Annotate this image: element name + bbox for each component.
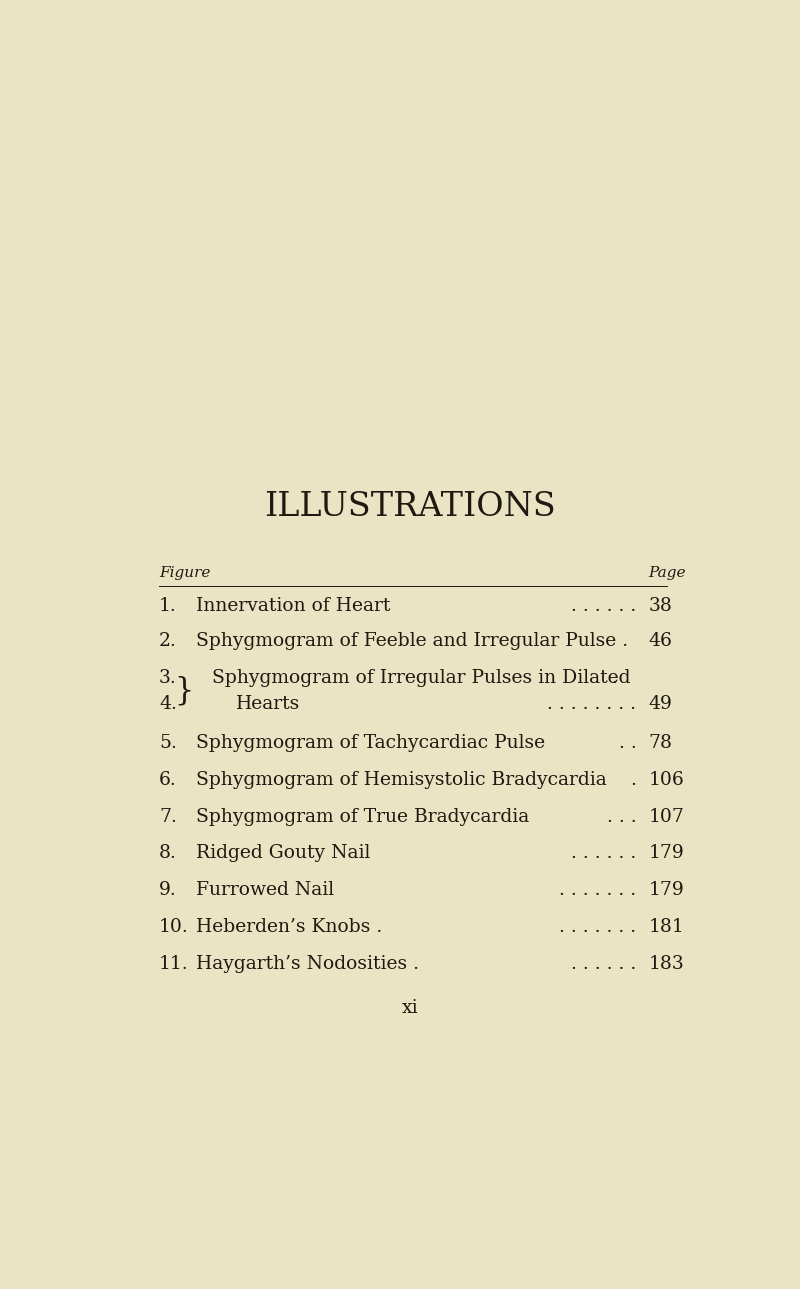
Text: 3.: 3. [159,669,177,687]
Text: . . . . . .: . . . . . . [571,955,636,973]
Text: 78: 78 [649,735,673,753]
Text: Ridged Gouty Nail: Ridged Gouty Nail [196,844,370,862]
Text: . . . . . .: . . . . . . [571,597,636,615]
Text: 8.: 8. [159,844,177,862]
Text: 179: 179 [649,882,685,900]
Text: . .: . . [618,735,636,753]
Text: Sphygmogram of Hemisystolic Bradycardia: Sphygmogram of Hemisystolic Bradycardia [196,771,607,789]
Text: 181: 181 [649,918,685,936]
Text: 46: 46 [649,632,673,650]
Text: . . . . . .: . . . . . . [571,844,636,862]
Text: Sphygmogram of Tachycardiac Pulse: Sphygmogram of Tachycardiac Pulse [196,735,546,753]
Text: Sphygmogram of True Bradycardia: Sphygmogram of True Bradycardia [196,808,530,826]
Text: . . .: . . . [606,808,636,826]
Text: 10.: 10. [159,918,189,936]
Text: 4.: 4. [159,695,177,713]
Text: 49: 49 [649,695,673,713]
Text: Sphygmogram of Irregular Pulses in Dilated: Sphygmogram of Irregular Pulses in Dilat… [211,669,630,687]
Text: Sphygmogram of Feeble and Irregular Pulse .: Sphygmogram of Feeble and Irregular Puls… [196,632,628,650]
Text: 7.: 7. [159,808,177,826]
Text: xi: xi [402,999,418,1017]
Text: 38: 38 [649,597,673,615]
Text: Furrowed Nail: Furrowed Nail [196,882,334,900]
Text: .: . [630,771,636,789]
Text: 107: 107 [649,808,685,826]
Text: 11.: 11. [159,955,189,973]
Text: 2.: 2. [159,632,177,650]
Text: 1.: 1. [159,597,177,615]
Text: Innervation of Heart: Innervation of Heart [196,597,390,615]
Text: 183: 183 [649,955,685,973]
Text: . . . . . . .: . . . . . . . [559,918,636,936]
Text: Haygarth’s Nodosities .: Haygarth’s Nodosities . [196,955,419,973]
Text: Heberden’s Knobs .: Heberden’s Knobs . [196,918,382,936]
Text: 179: 179 [649,844,685,862]
Text: ILLUSTRATIONS: ILLUSTRATIONS [264,491,556,523]
Text: Page: Page [649,566,686,580]
Text: 5.: 5. [159,735,177,753]
Text: 6.: 6. [159,771,177,789]
Text: .: . [611,669,618,687]
Text: }: } [174,675,194,706]
Text: . . . . . . . .: . . . . . . . . [547,695,636,713]
Text: 106: 106 [649,771,685,789]
Text: Figure: Figure [159,566,210,580]
Text: . . . . . . .: . . . . . . . [559,882,636,900]
Text: Hearts: Hearts [237,695,301,713]
Text: 9.: 9. [159,882,177,900]
